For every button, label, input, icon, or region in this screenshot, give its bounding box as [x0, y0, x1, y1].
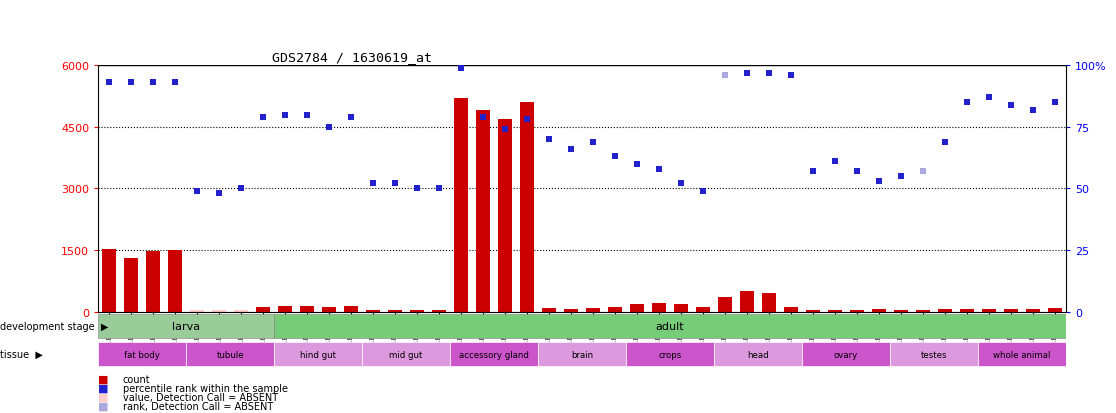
Bar	[186, 342, 275, 366]
Text: mid gut: mid gut	[389, 350, 423, 358]
Text: GDS2784 / 1630619_at: GDS2784 / 1630619_at	[272, 51, 432, 64]
Bar	[98, 314, 275, 338]
Text: ■: ■	[98, 392, 108, 402]
Bar	[674, 305, 689, 312]
Bar	[889, 342, 978, 366]
Bar	[652, 304, 666, 312]
Text: crops: crops	[658, 350, 682, 358]
Bar	[275, 342, 362, 366]
Bar	[410, 310, 424, 312]
Bar	[432, 310, 446, 312]
Text: fat body: fat body	[124, 350, 160, 358]
Bar	[256, 307, 270, 312]
Bar	[740, 292, 754, 312]
Bar	[960, 310, 974, 312]
Bar	[475, 111, 490, 312]
Bar	[718, 297, 732, 312]
Bar	[1026, 310, 1040, 312]
Bar	[564, 310, 578, 312]
Bar	[586, 309, 600, 312]
Bar	[300, 306, 315, 312]
Bar	[828, 310, 843, 312]
Bar	[450, 342, 538, 366]
Bar	[498, 119, 512, 312]
Bar	[344, 306, 358, 312]
Text: brain: brain	[571, 350, 593, 358]
Text: ■: ■	[98, 374, 108, 384]
Bar	[146, 251, 161, 312]
Text: percentile rank within the sample: percentile rank within the sample	[123, 383, 288, 393]
Text: whole animal: whole animal	[993, 350, 1050, 358]
Text: testes: testes	[921, 350, 947, 358]
Text: tissue  ▶: tissue ▶	[0, 349, 42, 359]
Bar	[982, 310, 995, 312]
Bar	[190, 310, 204, 312]
Text: accessory gland: accessory gland	[459, 350, 529, 358]
Bar	[388, 310, 402, 312]
Bar	[538, 342, 626, 366]
Bar	[366, 310, 381, 312]
Bar	[608, 308, 622, 312]
Bar	[978, 342, 1066, 366]
Bar	[783, 307, 798, 312]
Bar	[234, 310, 248, 312]
Bar	[872, 310, 886, 312]
Bar	[169, 251, 182, 312]
Bar	[124, 259, 138, 312]
Bar	[542, 308, 556, 312]
Text: count: count	[123, 374, 151, 384]
Bar	[98, 342, 186, 366]
Bar	[1003, 310, 1018, 312]
Text: ovary: ovary	[834, 350, 858, 358]
Bar	[937, 310, 952, 312]
Bar	[626, 342, 714, 366]
Bar	[762, 293, 776, 312]
Bar	[275, 314, 1066, 338]
Text: development stage  ▶: development stage ▶	[0, 321, 108, 331]
Bar	[849, 310, 864, 312]
Text: value, Detection Call = ABSENT: value, Detection Call = ABSENT	[123, 392, 278, 402]
Bar	[362, 342, 450, 366]
Bar	[629, 304, 644, 312]
Bar	[1048, 309, 1062, 312]
Bar	[916, 310, 930, 312]
Bar	[806, 310, 820, 312]
Text: ■: ■	[98, 383, 108, 393]
Bar	[321, 308, 336, 312]
Text: head: head	[747, 350, 769, 358]
Bar	[714, 342, 802, 366]
Bar	[212, 310, 227, 312]
Bar	[278, 306, 292, 312]
Bar	[454, 99, 469, 312]
Text: rank, Detection Call = ABSENT: rank, Detection Call = ABSENT	[123, 401, 273, 411]
Text: adult: adult	[655, 321, 684, 331]
Bar	[520, 103, 535, 312]
Text: ■: ■	[98, 401, 108, 411]
Bar	[802, 342, 889, 366]
Text: larva: larva	[172, 321, 200, 331]
Bar	[102, 249, 116, 312]
Text: tubule: tubule	[217, 350, 244, 358]
Bar	[894, 310, 908, 312]
Text: hind gut: hind gut	[300, 350, 336, 358]
Bar	[695, 307, 710, 312]
